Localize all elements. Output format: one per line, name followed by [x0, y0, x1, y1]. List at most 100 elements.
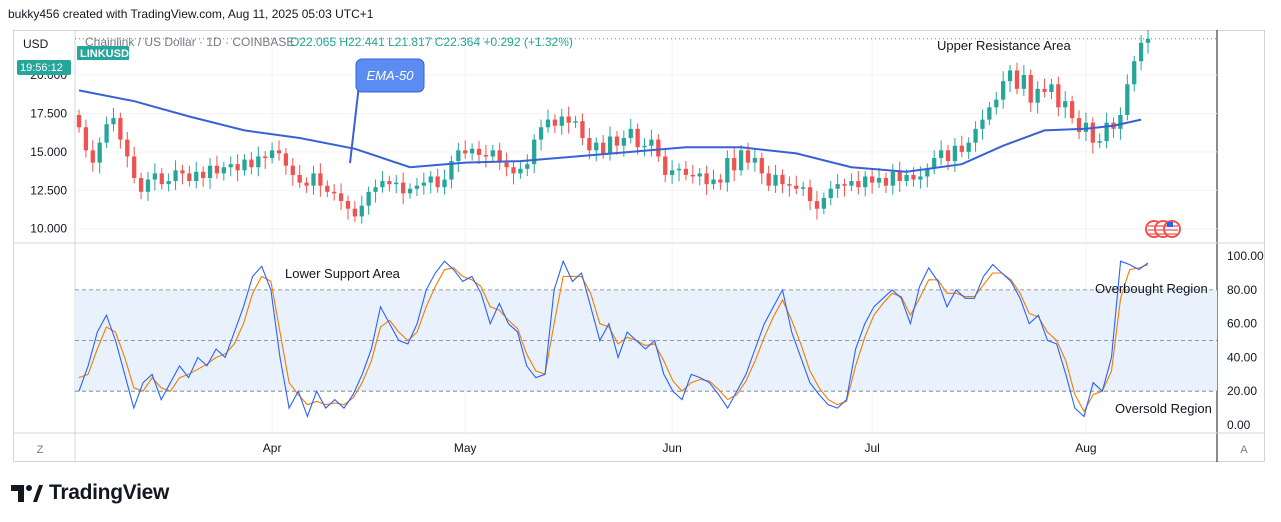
candle — [587, 128, 592, 160]
candle — [987, 101, 992, 125]
candle — [352, 201, 358, 222]
candle — [704, 165, 709, 196]
candle — [669, 160, 675, 184]
stoch-d-line — [78, 264, 1149, 413]
candle — [490, 144, 495, 162]
candle — [435, 168, 440, 193]
candle — [318, 163, 323, 197]
candle — [159, 168, 164, 190]
candle — [497, 142, 502, 170]
symbol-description: Chainlink / US Dollar · 1D · COINBASE — [85, 35, 294, 49]
candle — [752, 148, 758, 172]
candle — [387, 175, 392, 192]
candle — [1056, 76, 1061, 117]
candle — [1063, 91, 1068, 119]
ema-50-line — [78, 89, 1142, 173]
price-tick-label: 10.000 — [30, 222, 67, 236]
candle — [559, 108, 564, 135]
candle — [1028, 69, 1033, 112]
candle — [863, 171, 868, 197]
brand-name: TradingView — [49, 481, 170, 504]
time-axis-labels: Apr May Jun Jul Aug — [263, 441, 1097, 455]
candle — [525, 154, 530, 176]
symbol-tag: LINKUSD — [80, 48, 129, 60]
candle — [663, 148, 668, 183]
candle — [469, 143, 475, 161]
candle — [738, 144, 744, 176]
candle — [214, 155, 220, 179]
log-scale-button[interactable]: Z — [37, 444, 44, 456]
candle — [290, 158, 295, 186]
candle — [1138, 35, 1144, 71]
currency-label[interactable]: USD — [23, 37, 49, 51]
candle — [359, 195, 364, 224]
candle — [421, 172, 426, 195]
candle — [552, 114, 558, 133]
candle — [725, 150, 730, 192]
stoch-tick-label: 40.00 — [1227, 350, 1257, 364]
candle — [511, 161, 516, 185]
candle — [759, 152, 764, 185]
candle — [869, 168, 875, 194]
candle — [1007, 65, 1013, 93]
stoch-grid — [75, 289, 1217, 392]
candle — [242, 154, 247, 176]
candle — [994, 91, 999, 115]
candle — [938, 140, 944, 166]
stoch-tick-label: 100.00 — [1227, 249, 1264, 263]
time-tick-label: Aug — [1075, 441, 1096, 455]
candle — [614, 131, 620, 155]
candle — [311, 165, 316, 195]
candle — [118, 112, 123, 149]
candle — [814, 191, 820, 220]
candle — [835, 174, 840, 198]
candle — [1076, 110, 1082, 140]
candle — [90, 140, 95, 172]
time-tick-label: Apr — [263, 441, 282, 455]
candle — [773, 164, 778, 193]
candle — [1104, 112, 1109, 149]
candle — [187, 165, 192, 187]
candle — [883, 172, 889, 193]
candle — [456, 142, 461, 172]
candle — [718, 174, 723, 190]
stoch-k-line — [78, 259, 1149, 419]
candle — [463, 140, 468, 159]
candle — [76, 109, 82, 133]
candle — [973, 121, 978, 152]
candle — [594, 137, 599, 162]
candle — [628, 118, 633, 144]
time-tick-label: Jun — [662, 441, 681, 455]
candle — [925, 163, 930, 188]
candle — [635, 123, 640, 155]
candle — [828, 181, 833, 206]
tradingview-logo[interactable]: TradingView — [11, 481, 169, 505]
candle — [201, 166, 206, 188]
candle — [1049, 78, 1054, 100]
time-tick-label: Jul — [864, 441, 879, 455]
chart-frame — [13, 30, 1265, 462]
us-flag-icon[interactable] — [1145, 220, 1181, 238]
candle — [483, 144, 489, 168]
price-tick-label: 17.500 — [30, 106, 67, 120]
candle — [952, 138, 958, 172]
candle — [980, 109, 985, 140]
candle — [1090, 117, 1095, 154]
auto-scale-button[interactable]: A — [1240, 444, 1248, 456]
candle — [1145, 30, 1151, 54]
candle — [697, 168, 702, 186]
candle — [573, 115, 578, 129]
candle — [332, 184, 337, 201]
candle — [1021, 65, 1026, 97]
candle — [221, 161, 226, 181]
candle — [766, 165, 771, 192]
candle — [1014, 62, 1020, 95]
candle — [1042, 78, 1047, 98]
price-tick-label: 15.000 — [30, 145, 67, 159]
tradingview-logo-icon — [11, 485, 43, 502]
candle — [138, 172, 144, 200]
candle — [407, 183, 413, 199]
candle — [711, 169, 716, 190]
price-tick-label: 12.500 — [30, 183, 67, 197]
